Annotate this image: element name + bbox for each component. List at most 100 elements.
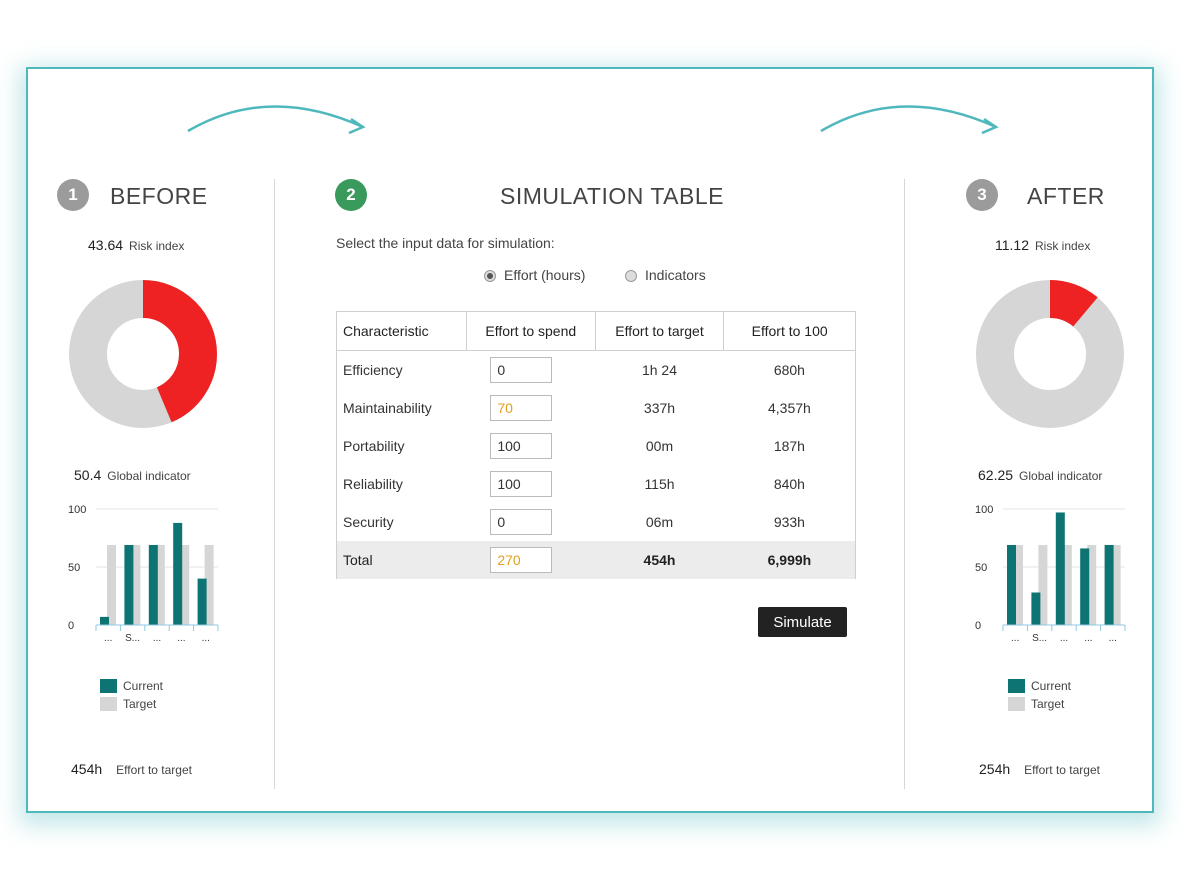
- legend-swatch: [1008, 679, 1025, 693]
- effort-value: 454h: [71, 761, 103, 777]
- total-spend-cell: [466, 541, 596, 579]
- characteristic-cell: Efficiency: [343, 362, 403, 378]
- after-effort-to-target: 254h Effort to target: [979, 761, 1100, 777]
- total-label: Total: [336, 541, 467, 579]
- effort-input[interactable]: [490, 357, 553, 383]
- bar-current: [124, 544, 134, 625]
- arrow-icon: [820, 105, 999, 135]
- effort-to-target-cell: 1h 24: [641, 362, 678, 378]
- effort-to-target-cell: 337h: [643, 400, 676, 416]
- bar-current: [173, 522, 183, 625]
- legend-target: Target: [100, 697, 156, 711]
- total-to-100-cell: 6,999h: [723, 541, 856, 579]
- y-tick-label: 50: [975, 562, 987, 574]
- before-risk-index: 43.64 Risk index: [88, 237, 184, 253]
- risk-donut-chart: [976, 280, 1124, 428]
- x-tick-label: ...: [1084, 633, 1092, 644]
- donut-slice-risk: [976, 280, 1124, 428]
- x-tick-label: ...: [177, 633, 185, 644]
- radio-indicators[interactable]: Indicators: [625, 267, 706, 283]
- global-label: Global indicator: [1019, 469, 1103, 483]
- effort-input[interactable]: [490, 433, 553, 459]
- step-badge: 3: [966, 179, 998, 211]
- radio-checked-icon[interactable]: [484, 270, 496, 283]
- after-title: AFTER: [1027, 183, 1105, 209]
- before-title: BEFORE: [110, 183, 208, 209]
- bar-target: [1062, 544, 1072, 625]
- bar-current: [1007, 544, 1016, 625]
- table-row: Maintainability 337h 4,357h: [337, 389, 856, 427]
- total-effort-input[interactable]: [490, 547, 553, 573]
- bar-target: [155, 544, 165, 625]
- characteristic-cell: Maintainability: [343, 400, 432, 416]
- total-row: Total 454h 6,999h: [336, 541, 856, 579]
- characteristic-cell: Security: [343, 514, 394, 530]
- global-label: Global indicator: [107, 469, 191, 483]
- bar-target: [107, 544, 116, 625]
- column-header: Effort to spend: [465, 311, 596, 351]
- legend-target: Target: [1008, 697, 1064, 711]
- bar-target: [1111, 544, 1121, 625]
- bar-current: [148, 544, 158, 625]
- table-row: Reliability 115h 840h: [337, 465, 856, 503]
- x-tick-label: ...: [1109, 633, 1117, 644]
- effort-to-target-cell: 115h: [644, 476, 675, 492]
- divider: [274, 179, 275, 789]
- radio-label: Effort (hours): [504, 267, 586, 283]
- divider: [904, 179, 905, 789]
- effort-to-target-cell: 00m: [645, 438, 674, 454]
- bar-target: [180, 544, 190, 625]
- effort-to-100-cell: 187h: [773, 438, 805, 454]
- radio-label: Indicators: [645, 267, 706, 283]
- effort-label: Effort to target: [116, 763, 192, 777]
- global-indicator-bar-chart: 100 50 0... S............: [975, 504, 1126, 644]
- bar-current: [100, 616, 109, 625]
- table-header-row: Characteristic Effort to spend Effort to…: [336, 311, 856, 351]
- effort-to-target-cell: 06m: [645, 514, 674, 530]
- effort-to-100-cell: 4,357h: [767, 400, 811, 416]
- after-global-indicator: 62.25 Global indicator: [978, 467, 1102, 483]
- effort-to-spend-cell: [466, 465, 595, 503]
- simulation-panel: 1 BEFORE 43.64 Risk index 50.4 Global indi…: [26, 67, 1154, 813]
- characteristic-cell: Portability: [343, 438, 405, 454]
- table-row: Efficiency 1h 24 680h: [337, 351, 856, 390]
- legend-swatch: [1008, 697, 1025, 711]
- simulation-title: SIMULATION TABLE: [500, 183, 724, 209]
- risk-label: Risk index: [1035, 239, 1091, 253]
- total-target-cell: 454h: [595, 541, 724, 579]
- risk-donut-chart: [69, 280, 217, 428]
- bar-current: [1104, 544, 1114, 625]
- y-tick-label: 0: [68, 620, 74, 632]
- effort-label: Effort to target: [1024, 763, 1100, 777]
- bar-target: [131, 544, 141, 625]
- y-tick-label: 100: [975, 504, 993, 516]
- legend-current: Current: [100, 679, 163, 693]
- arrow-icon: [187, 105, 366, 135]
- risk-value: 43.64: [88, 237, 124, 253]
- y-tick-label: 0: [975, 620, 981, 632]
- effort-input[interactable]: [490, 395, 553, 421]
- column-header: Effort to 100: [723, 311, 856, 351]
- global-value: 62.25: [978, 467, 1014, 483]
- risk-label: Risk index: [129, 239, 185, 253]
- bar-current: [1080, 548, 1090, 625]
- column-header: Effort to target: [594, 311, 725, 351]
- effort-value: 254h: [979, 761, 1011, 777]
- table-row: Security 06m 933h: [337, 503, 856, 541]
- column-header: Characteristic: [336, 311, 467, 351]
- effort-to-100-cell: 680h: [773, 362, 805, 378]
- x-tick-label: ...: [202, 633, 210, 644]
- radio-effort-hours[interactable]: Effort (hours): [484, 267, 585, 283]
- effort-input[interactable]: [490, 471, 553, 497]
- y-tick-label: 100: [68, 504, 86, 516]
- radio-unchecked-icon[interactable]: [625, 270, 637, 283]
- characteristic-cell: Reliability: [343, 476, 403, 492]
- table-row: Portability 00m 187h: [337, 427, 856, 465]
- effort-to-100-cell: 933h: [773, 514, 805, 530]
- donut-slice-risk: [69, 280, 217, 428]
- simulate-button[interactable]: Simulate: [758, 607, 847, 637]
- legend-swatch: [100, 679, 117, 693]
- legend-current: Current: [1008, 679, 1071, 693]
- effort-input[interactable]: [490, 509, 553, 535]
- effort-to-spend-cell: [466, 503, 595, 541]
